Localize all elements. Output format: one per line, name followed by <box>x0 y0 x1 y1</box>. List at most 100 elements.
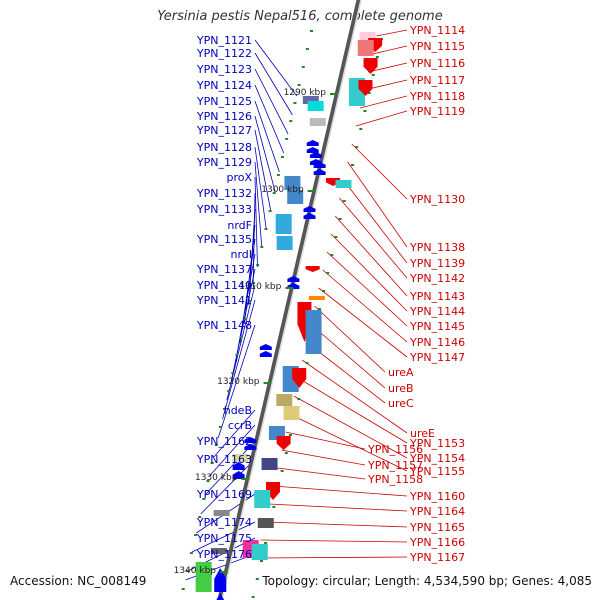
reverse-connector <box>252 192 256 287</box>
forward-connector <box>297 377 408 444</box>
track-dot <box>280 470 284 472</box>
forward-gene-label: YPN_1153 <box>409 437 465 450</box>
track-dot <box>185 570 189 572</box>
forward-gene-label: YPN_1155 <box>409 465 465 478</box>
forward-gene-box <box>257 518 274 528</box>
forward-gene-label: YPN_1115 <box>409 40 465 53</box>
reverse-connector <box>254 52 293 116</box>
reverse-gene-label: YPN_1133 <box>196 203 252 216</box>
reverse-gene-box <box>210 548 227 554</box>
forward-connector <box>314 305 386 373</box>
reverse-arrow <box>259 344 272 350</box>
tick-label: 1320 kbp <box>217 377 260 387</box>
forward-connector <box>281 449 366 466</box>
track-dot <box>256 264 260 266</box>
track-dot <box>272 506 276 508</box>
track-dot <box>330 254 334 256</box>
forward-connector <box>351 143 408 200</box>
track-dot <box>297 84 301 86</box>
reverse-arrow <box>313 169 326 175</box>
track-dot <box>272 192 276 194</box>
forward-connector <box>318 287 408 358</box>
reverse-arrow <box>232 462 245 470</box>
reverse-connector <box>254 129 271 211</box>
reverse-connector <box>209 424 256 477</box>
forward-connector <box>376 29 408 37</box>
genome-summary: Topology: circular; Length: 4,534,590 bp… <box>262 574 592 588</box>
track-dot <box>255 578 259 580</box>
reverse-connector <box>230 268 256 382</box>
forward-connector <box>277 467 366 480</box>
track-dot <box>371 74 375 76</box>
reverse-gene-label: YPN_1128 <box>196 141 252 154</box>
track-dot <box>247 300 251 302</box>
track-dot <box>326 272 330 274</box>
track-dot <box>289 120 293 122</box>
forward-connector <box>330 233 408 312</box>
reverse-gene-label: YPN_1162 <box>196 435 252 448</box>
track-dot <box>259 560 263 562</box>
forward-gene-label: YPN_1142 <box>409 272 465 285</box>
forward-gene-label: YPN_1118 <box>409 90 465 103</box>
tick-mark <box>307 190 316 192</box>
forward-connector <box>260 539 408 543</box>
forward-connector <box>347 161 408 248</box>
reverse-arrow <box>303 213 316 219</box>
track-dot <box>260 246 264 248</box>
forward-gene-label: YPN_1138 <box>409 241 465 254</box>
accession-label: Accession: NC_008149 <box>10 574 147 588</box>
reverse-gene-label: YPN_1132 <box>196 187 252 200</box>
forward-gene-label: ureA <box>388 366 414 379</box>
reverse-connector <box>254 39 298 97</box>
forward-gene-label: YPN_1165 <box>409 521 465 534</box>
forward-arrow <box>363 58 378 74</box>
reverse-gene-label: hdeB <box>224 404 252 417</box>
track-dot <box>288 434 292 436</box>
forward-gene-label: YPN_1116 <box>409 57 465 70</box>
track-dot <box>305 48 309 50</box>
forward-gene-box <box>261 458 278 470</box>
reverse-gene-label: YPN_1137 <box>196 263 252 276</box>
reverse-arrow <box>287 276 300 282</box>
track-dot <box>251 596 255 598</box>
reverse-gene-label: proX <box>226 171 252 184</box>
forward-gene-label: YPN_1130 <box>409 193 465 206</box>
tick-mark <box>329 93 338 95</box>
reverse-gene-box <box>276 236 293 250</box>
track-dot <box>189 552 193 554</box>
track-dot <box>231 372 235 374</box>
reverse-gene-label: YPN_1122 <box>196 47 252 60</box>
forward-gene-box <box>305 310 322 354</box>
reverse-gene-box <box>195 562 212 592</box>
tick-mark <box>220 571 229 573</box>
forward-arrow <box>358 80 373 96</box>
forward-gene-label: YPN_1144 <box>409 305 465 318</box>
forward-gene-label: YPN_1114 <box>409 24 465 37</box>
forward-gene-box <box>276 394 293 406</box>
reverse-arrow <box>244 437 257 443</box>
reverse-connector <box>254 100 280 173</box>
reverse-gene-box <box>302 96 319 104</box>
forward-connector <box>256 556 408 559</box>
forward-gene-box <box>251 544 268 560</box>
track-dot <box>194 534 198 536</box>
track-dot <box>181 588 185 590</box>
forward-connector <box>264 521 408 528</box>
reverse-arrow <box>216 593 225 600</box>
reverse-connector <box>254 84 285 154</box>
forward-gene-label: YPN_1143 <box>409 290 465 303</box>
reverse-gene-label: YPN_1176 <box>196 548 252 561</box>
forward-connector <box>326 251 408 327</box>
reverse-connector <box>222 299 256 420</box>
track-dot <box>206 480 210 482</box>
track-dot <box>214 444 218 446</box>
reverse-gene-label: YPN_1127 <box>196 124 252 137</box>
track-dot <box>202 498 206 500</box>
reverse-gene-label: YPN_1141 <box>196 294 252 307</box>
tick-label: 1330 kbp <box>195 473 238 483</box>
reverse-arrow <box>259 351 272 357</box>
reverse-connector <box>254 161 263 249</box>
reverse-gene-label: ccrB <box>228 419 252 432</box>
track-dot <box>281 156 285 158</box>
forward-connector <box>372 45 408 55</box>
